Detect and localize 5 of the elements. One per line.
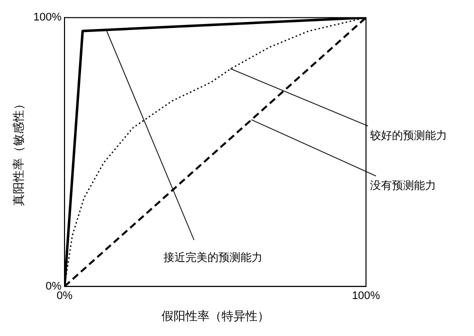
annotation: 接近完美的预测能力 [164, 250, 262, 264]
x-axis-title: 假阳性率（特异性） [161, 309, 270, 324]
annotation: 较好的预测能力 [370, 128, 447, 142]
annotation: 没有预测能力 [370, 178, 436, 192]
y-axis-title: 真阳性率（敏感性） [12, 98, 26, 206]
